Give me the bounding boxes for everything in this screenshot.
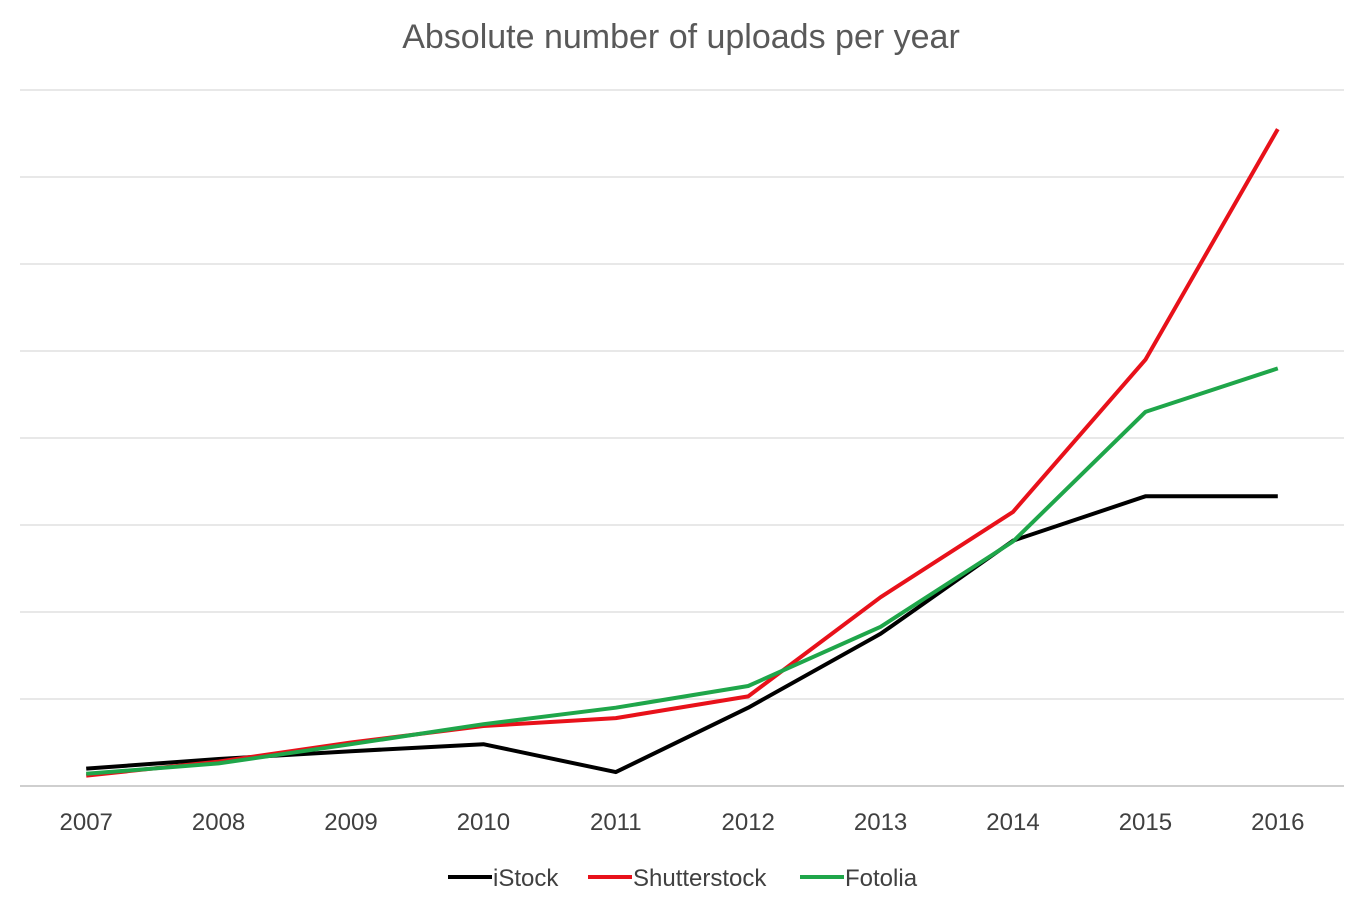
series-line-fotolia — [86, 366, 1279, 776]
legend-label-istock: iStock — [493, 865, 559, 892]
series-line-shutterstock — [85, 128, 1280, 778]
legend-label-shutterstock: Shutterstock — [633, 865, 767, 892]
x-tick-label: 2007 — [60, 809, 113, 836]
x-tick-label: 2014 — [986, 809, 1039, 836]
x-axis-tick-labels: 2007 2008 2009 2010 2011 2012 2013 2014 2015 2016 — [60, 809, 1305, 836]
x-tick-label: 2008 — [192, 809, 245, 836]
legend-label-fotolia: Fotolia — [845, 865, 918, 892]
x-tick-label: 2011 — [590, 809, 642, 836]
chart-title: Absolute number of uploads per year — [402, 18, 960, 56]
x-tick-label: 2016 — [1251, 809, 1304, 836]
x-tick-label: 2009 — [324, 809, 377, 836]
legend: iStock Shutterstock Fotolia — [448, 865, 918, 892]
series-line-istock — [86, 494, 1278, 775]
x-tick-label: 2015 — [1119, 809, 1172, 836]
x-tick-label: 2013 — [854, 809, 907, 836]
x-tick-label: 2010 — [457, 809, 510, 836]
series-lines — [85, 128, 1280, 778]
x-tick-label: 2012 — [722, 809, 775, 836]
gridlines — [20, 89, 1344, 787]
